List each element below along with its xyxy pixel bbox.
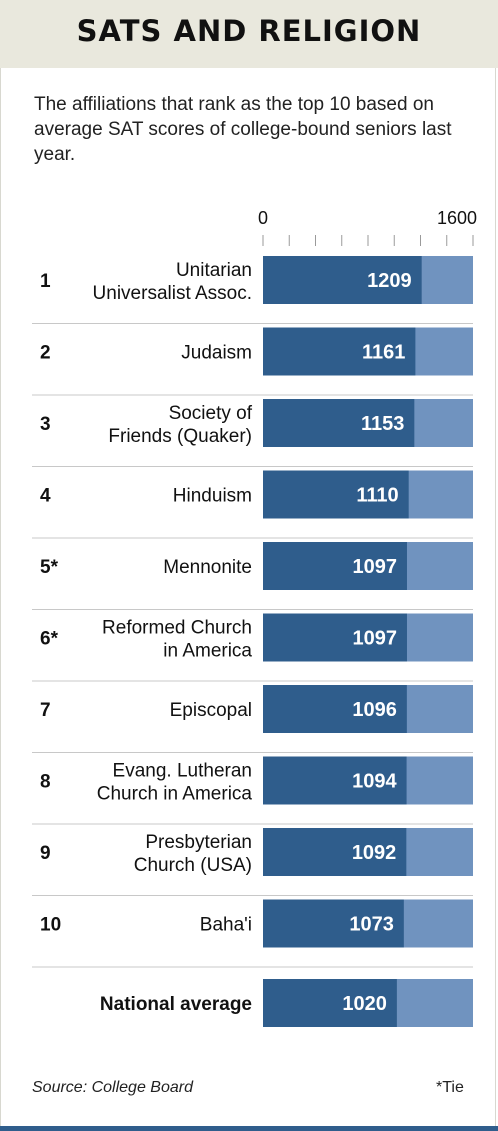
bar [263, 399, 415, 447]
category-label: Baha'i [200, 915, 252, 936]
bottom-rule [0, 1126, 498, 1131]
bar [263, 542, 407, 590]
category-label: Episcopal [170, 700, 252, 721]
rank-label: 1 [40, 271, 51, 292]
category-label: Universalist Assoc. [93, 283, 252, 304]
category-label: in America [163, 641, 252, 662]
bar [263, 828, 407, 876]
bar-value-label: 1092 [352, 842, 397, 864]
category-label: Hinduism [173, 486, 252, 507]
category-label: Society of [169, 403, 253, 424]
category-label: Mennonite [163, 557, 252, 578]
rank-label: 2 [40, 343, 51, 364]
category-label: Reformed Church [102, 618, 252, 639]
bar [263, 613, 407, 662]
national-average-label: National average [100, 994, 252, 1015]
bar-value-label: 1161 [362, 342, 405, 364]
rank-label: 7 [40, 700, 51, 721]
x-tick-label-1600: 1600 [437, 208, 477, 228]
bar [263, 899, 404, 948]
title-banner: SATS AND RELIGION [0, 0, 498, 68]
category-label: Unitarian [176, 260, 252, 281]
rank-label: 4 [40, 486, 51, 507]
bar [263, 256, 422, 304]
bar [263, 327, 416, 376]
category-label: Presbyterian [145, 832, 252, 853]
bar-value-label: 1096 [352, 699, 397, 721]
rank-label: 6* [40, 629, 59, 650]
bar-value-label: 1110 [356, 485, 398, 507]
bar-value-label: 1073 [349, 914, 394, 936]
rank-label: 10 [40, 915, 61, 936]
x-tick-label-0: 0 [258, 208, 268, 228]
bar [263, 685, 407, 733]
category-label: Church in America [97, 784, 253, 805]
rank-label: 3 [40, 414, 51, 435]
source-note: Source: College Board [32, 1079, 193, 1096]
chart-subtitle: The affiliations that rank as the top 10… [34, 94, 452, 165]
bar-value-label: 1020 [342, 993, 387, 1015]
bar-value-label: 1097 [352, 556, 397, 578]
bar-value-label: 1097 [352, 628, 397, 650]
bar-value-label: 1209 [367, 270, 412, 292]
category-label: Judaism [181, 343, 252, 364]
bar [263, 470, 409, 519]
bar [263, 756, 407, 805]
bar-value-label: 1153 [361, 413, 404, 435]
chart-title: SATS AND RELIGION [76, 14, 422, 48]
tie-footnote: *Tie [436, 1079, 464, 1096]
category-label: Church (USA) [134, 855, 252, 876]
bar-value-label: 1094 [352, 771, 397, 793]
category-label: Evang. Lutheran [113, 761, 252, 782]
category-label: Friends (Quaker) [108, 426, 252, 447]
bar [263, 979, 397, 1027]
rank-label: 5* [40, 557, 59, 578]
rank-label: 9 [40, 843, 51, 864]
rank-label: 8 [40, 772, 51, 793]
